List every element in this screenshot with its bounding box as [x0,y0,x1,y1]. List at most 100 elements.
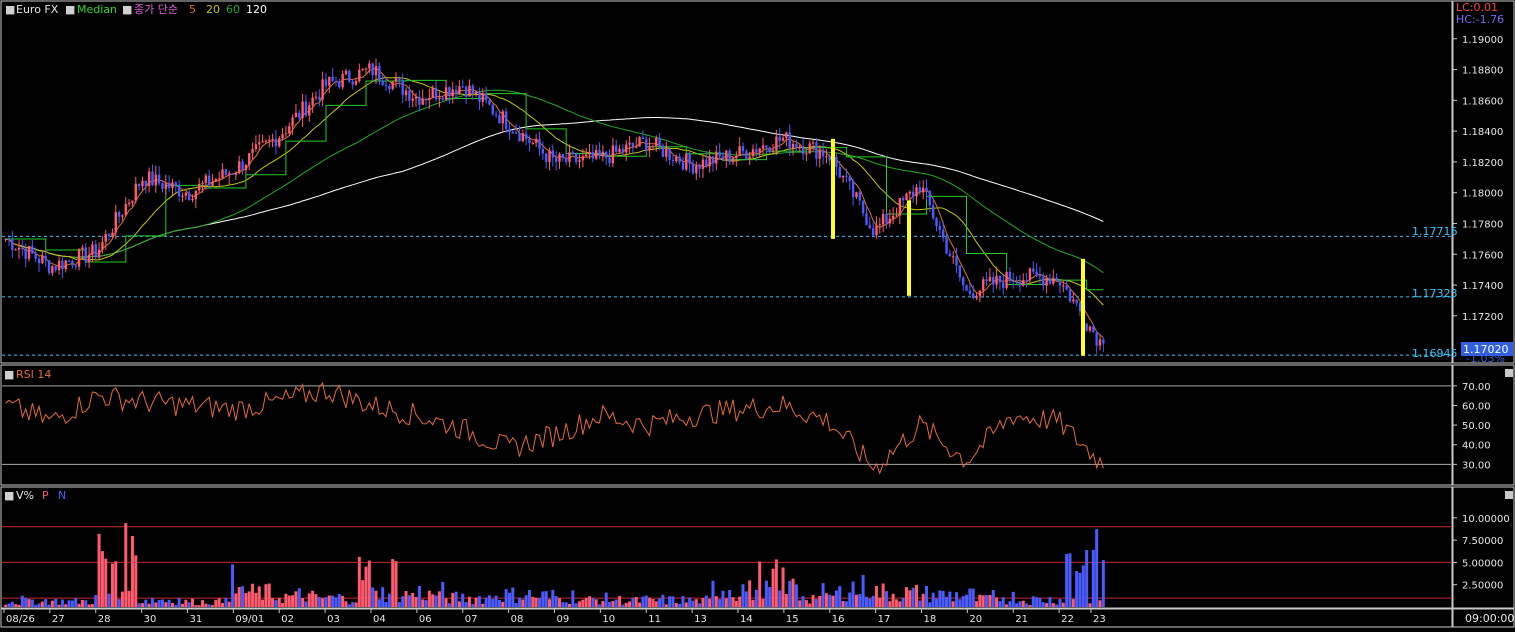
rsi-tick-label: 40.00 [1462,441,1491,452]
volume-bar [1051,603,1055,607]
rsi-panel-toggle[interactable] [1505,369,1513,377]
volume-bar [87,604,91,607]
volume-bar [471,603,475,607]
volume-bar [307,593,311,607]
candle-body [1022,280,1025,286]
candle-body [241,161,244,171]
candle-body [1062,285,1065,287]
candle-body [61,260,64,270]
volume-bar [167,599,171,607]
candle-body [311,97,314,106]
candle-body [104,234,107,242]
candle-body [668,148,671,160]
candle-body [291,117,294,127]
volume-bar [321,598,325,607]
candle-body [915,187,918,197]
volume-bar [781,567,785,607]
candle-body [968,290,972,294]
candle-body [344,70,348,74]
candle-body [177,185,181,197]
candle-body [685,153,688,170]
volume-bar [374,590,378,607]
vol-dot: ■ [4,489,14,502]
candle-body [194,190,198,200]
candle-body [147,171,151,187]
volume-bar [327,595,331,607]
candle-body [351,81,354,85]
volume-bar [207,604,211,607]
volume-bar [551,589,555,607]
volume-bar [137,603,141,607]
candle-body [217,178,221,180]
candle-body [1018,282,1022,286]
volume-bar [331,595,335,607]
volume-bar [668,596,672,607]
candle-body [561,154,565,159]
candle-body [17,248,21,250]
volume-bar [791,578,795,607]
candle-body [755,149,758,153]
volume-bar [191,598,195,607]
volume-bar [671,596,675,607]
candle-body [7,239,11,241]
volume-bar [281,603,285,607]
volume-bar [831,595,835,607]
candle-body [645,138,648,151]
candle-body [558,154,561,162]
candle-body [568,152,571,162]
volume-bar [371,587,375,607]
volume-bar [97,533,101,607]
volume-bar [197,605,201,607]
volume-bar [664,604,668,607]
volume-bar [601,601,605,607]
time-tick-label: 20 [969,614,982,625]
candle-body [945,237,948,254]
vol-panel-toggle[interactable] [1505,491,1513,499]
candle-body [57,260,61,271]
candle-body [234,173,238,175]
volume-bar [568,603,572,607]
volume-bar [721,590,725,607]
candle-body [615,145,618,152]
volume-bar [818,595,822,607]
signal-marker [831,138,835,239]
volume-bar [848,592,852,607]
volume-bar [411,592,415,607]
volume-bar [34,604,38,607]
candle-body [544,153,548,162]
volume-bar [7,603,11,607]
vol-n-label: N [58,489,66,502]
candle-body [901,198,905,201]
candle-body [675,156,678,162]
candle-body [114,212,117,233]
volume-bar [47,604,51,607]
volume-bar [911,587,915,607]
ma20-label: 20 [206,3,220,16]
volume-bar [621,604,625,607]
volume-bar [591,597,595,607]
volume-bar [754,589,758,607]
volume-bar [527,589,531,607]
volume-bar [80,599,84,607]
candle-body [14,249,17,251]
candle-body [321,79,324,100]
volume-bar [761,598,765,607]
volume-bar [618,596,622,607]
volume-bar [150,598,154,607]
volume-bar [654,601,658,607]
candle-body [451,89,454,97]
volume-bar [988,595,992,607]
volume-bar [387,593,391,607]
candle-body [444,87,448,100]
volume-bar [931,592,935,607]
candle-body [918,187,922,193]
candle-body [881,214,885,225]
candle-body [151,171,154,186]
volume-bar [64,604,68,607]
candle-body [618,148,621,152]
candle-body [391,81,394,90]
volume-bar [461,593,465,607]
volume-panel [0,486,1453,609]
candle-body [988,276,992,282]
